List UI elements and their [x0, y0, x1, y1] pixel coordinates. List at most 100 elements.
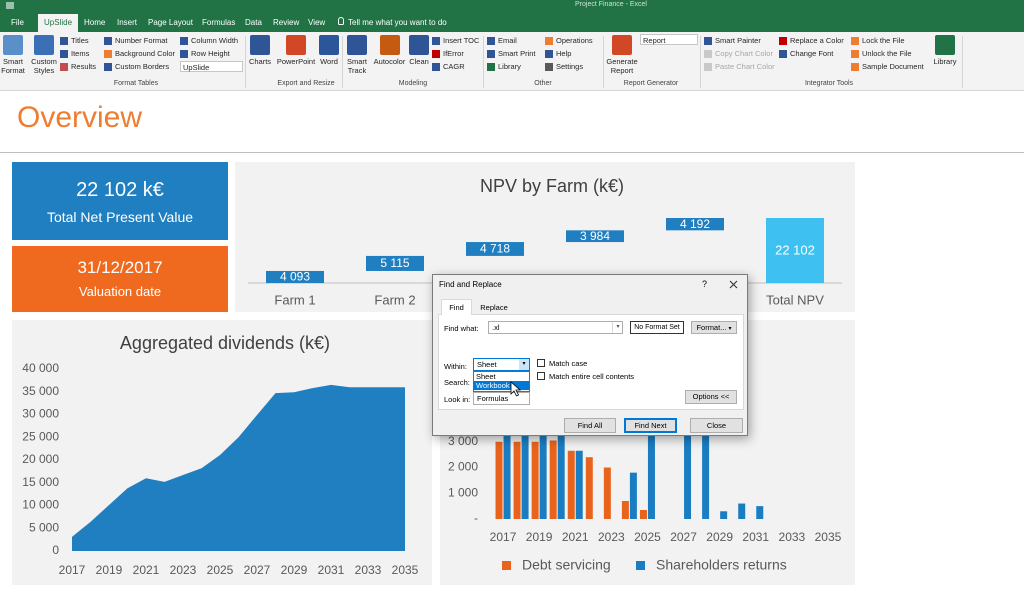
ribbon-button[interactable]: CAGR	[443, 62, 465, 71]
ribbon-button[interactable]: Smart Print	[498, 49, 536, 58]
ribbon-button[interactable]: Library	[933, 57, 957, 66]
ribbon-icon[interactable]	[487, 50, 495, 58]
ribbon-button[interactable]: Library	[498, 62, 521, 71]
ribbon-icon[interactable]	[60, 37, 68, 45]
ribbon-icon[interactable]	[60, 63, 68, 71]
find-input[interactable]: .xl	[488, 321, 623, 334]
find-all-button[interactable]: Find All	[564, 418, 616, 433]
ribbon-button[interactable]: Generate Report	[606, 57, 638, 75]
option[interactable]: Sheet	[476, 372, 496, 381]
ribbon-button[interactable]: Items	[71, 49, 90, 58]
ribbon-icon[interactable]	[34, 35, 54, 55]
ribbon-tab[interactable]: Insert	[117, 18, 138, 27]
ribbon-button[interactable]: Insert TOC	[443, 36, 480, 45]
ribbon-button[interactable]: Paste Chart Color	[715, 62, 775, 71]
ribbon-icon[interactable]	[180, 50, 188, 58]
ribbon-icon[interactable]	[180, 37, 188, 45]
tab-replace[interactable]: Replace	[480, 303, 508, 312]
ribbon-tab[interactable]: Home	[84, 18, 106, 27]
ribbon-button[interactable]: Replace a Color	[790, 36, 844, 45]
ribbon-icon[interactable]	[104, 63, 112, 71]
ribbon-button[interactable]: Smart Track	[346, 57, 367, 75]
ribbon-icon[interactable]	[250, 35, 270, 55]
ribbon-tab[interactable]: Page Layout	[148, 18, 193, 27]
ribbon-button[interactable]: Number Format	[115, 36, 168, 45]
ribbon-button[interactable]: Lock the File	[862, 36, 905, 45]
ribbon-icon[interactable]	[104, 37, 112, 45]
ribbon-button[interactable]: Smart Format	[1, 57, 25, 75]
help-button[interactable]: ?	[702, 279, 708, 289]
checkbox[interactable]	[537, 359, 545, 367]
ribbon-icon[interactable]	[545, 50, 553, 58]
ribbon-button[interactable]: Smart Painter	[715, 36, 761, 45]
dropdown-arrow[interactable]: ▾	[519, 359, 529, 370]
ribbon-icon[interactable]	[432, 37, 440, 45]
ribbon-button[interactable]: Word	[320, 57, 338, 66]
ribbon-icon[interactable]	[319, 35, 339, 55]
ribbon-button[interactable]: Background Color	[115, 49, 176, 58]
ribbon-tab[interactable]: View	[308, 18, 326, 27]
tell-me[interactable]: Tell me what you want to do	[348, 18, 447, 27]
ribbon-dropdown[interactable]: UpSlide	[180, 61, 243, 72]
ribbon-icon[interactable]	[409, 35, 429, 55]
ribbon-icon[interactable]	[779, 37, 787, 45]
ribbon-button[interactable]: Operations	[556, 36, 593, 45]
ribbon-icon[interactable]	[347, 35, 367, 55]
find-next-button[interactable]: Find Next	[624, 418, 677, 433]
checkbox[interactable]	[537, 372, 545, 380]
ribbon-button[interactable]: Results	[71, 62, 97, 71]
ribbon-icon[interactable]	[704, 63, 712, 71]
ribbon-button[interactable]: Column Width	[191, 36, 239, 45]
ribbon-icon[interactable]	[779, 50, 787, 58]
ribbon-button[interactable]: Charts	[248, 57, 272, 66]
ribbon-icon[interactable]	[935, 35, 955, 55]
within-select[interactable]: Sheet	[473, 358, 530, 371]
ribbon-dropdown[interactable]: Report	[640, 34, 698, 45]
ribbon-icon[interactable]	[487, 63, 495, 71]
ribbon-button[interactable]: Clean	[409, 57, 429, 66]
close-button[interactable]: Close	[690, 418, 743, 433]
ribbon-icon[interactable]	[60, 50, 68, 58]
ribbon-icon[interactable]	[104, 50, 112, 58]
ribbon-icon[interactable]	[851, 63, 859, 71]
tab-find[interactable]: Find	[441, 299, 472, 315]
ribbon-tab[interactable]: UpSlide	[38, 14, 79, 32]
ribbon-button[interactable]: Settings	[556, 62, 584, 71]
option-highlighted[interactable]: Workbook	[474, 381, 529, 390]
ribbon-button[interactable]: Autocolor	[373, 57, 406, 66]
ribbon-icon[interactable]	[704, 50, 712, 58]
ribbon-icon[interactable]	[487, 37, 495, 45]
ribbon-tab[interactable]: Formulas	[202, 18, 236, 27]
ribbon-button[interactable]: Custom Borders	[115, 62, 170, 71]
ribbon-button[interactable]: IfError	[443, 49, 464, 58]
ribbon-icon[interactable]	[612, 35, 632, 55]
ribbon-tab[interactable]: Data	[245, 18, 262, 27]
ribbon-icon[interactable]	[851, 37, 859, 45]
ribbon-button[interactable]: Unlock the File	[862, 49, 912, 58]
ribbon-icon[interactable]	[286, 35, 306, 55]
ribbon-icon[interactable]	[545, 37, 553, 45]
ribbon-button[interactable]: Copy Chart Color	[715, 49, 773, 58]
ribbon-icon[interactable]	[851, 50, 859, 58]
options-button[interactable]: Options <<	[685, 390, 737, 404]
ribbon-button[interactable]: Sample Document	[862, 62, 924, 71]
ribbon-tab[interactable]: File	[11, 18, 24, 27]
ribbon-button[interactable]: Email	[498, 36, 517, 45]
dropdown-arrow[interactable]: ▾	[612, 322, 623, 333]
ribbon-icon[interactable]	[379, 35, 400, 55]
close-icon[interactable]	[729, 280, 738, 289]
save-icon[interactable]	[6, 2, 14, 9]
ribbon-button[interactable]: Row Height	[191, 49, 230, 58]
ribbon-icon[interactable]	[432, 63, 440, 71]
ribbon-icon[interactable]	[432, 50, 440, 58]
ribbon-button[interactable]: PowerPoint	[276, 57, 316, 66]
ribbon-icon[interactable]	[3, 35, 23, 55]
format-button[interactable]: Format... ▾	[691, 321, 737, 334]
ribbon-button[interactable]: Change Font	[790, 49, 834, 58]
ribbon-button[interactable]: Custom Styles	[31, 57, 57, 75]
ribbon-button[interactable]: Titles	[71, 36, 89, 45]
ribbon-tab[interactable]: Review	[273, 18, 300, 27]
ribbon-button[interactable]: Help	[556, 49, 572, 58]
ribbon-icon[interactable]	[545, 63, 553, 71]
ribbon-icon[interactable]	[704, 37, 712, 45]
